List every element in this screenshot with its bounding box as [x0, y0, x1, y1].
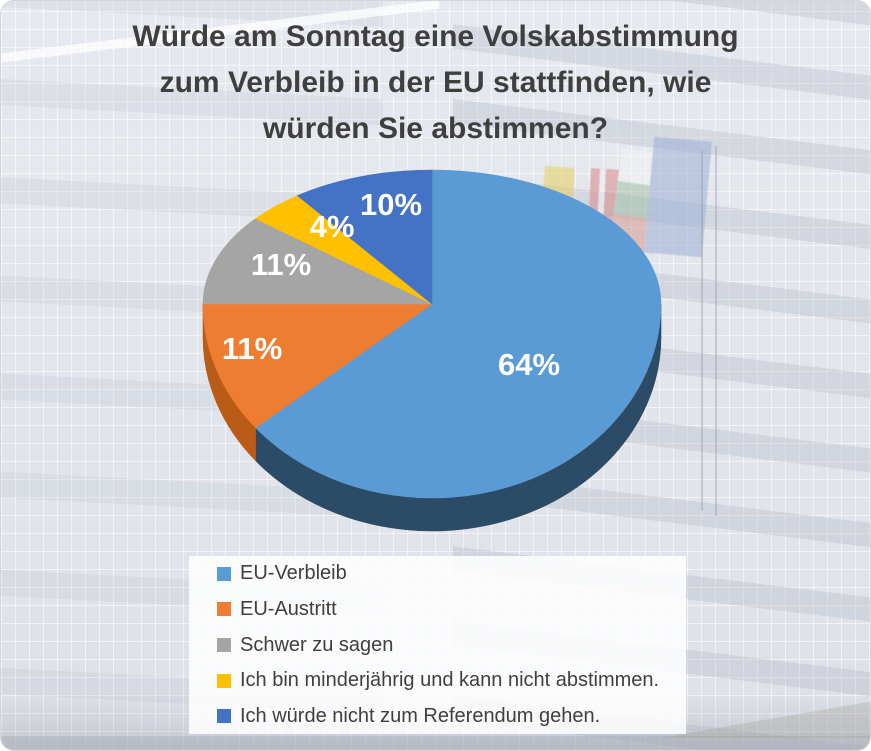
pie-slice-top: [296, 169, 433, 305]
legend-label: Schwer zu sagen: [240, 633, 394, 656]
pie-slice-top: [202, 218, 433, 305]
bulgaria-flag: [608, 148, 668, 254]
legend-label: Ich würde nicht zum Referendum gehen.: [240, 704, 601, 727]
pie-slice-top: [255, 195, 433, 305]
legend-swatch-icon: [217, 638, 231, 652]
pie-slice-top: [202, 303, 433, 429]
legend-item-minderjaehrig: Ich bin minderjährig und kann nicht abst…: [189, 663, 686, 699]
pie-slice-side: [202, 303, 256, 462]
legend-item-schwer-zu-sagen: Schwer zu sagen: [189, 627, 686, 663]
pie-slice-top: [255, 169, 662, 499]
legend-label: Ich bin minderjährig und kann nicht abst…: [240, 669, 660, 692]
pie-data-label: 64%: [497, 347, 561, 382]
pie-data-label: 10%: [359, 187, 423, 222]
flagpole: [701, 151, 703, 511]
chart-title: Würde am Sonntag eine Volskabstimmung zu…: [132, 20, 739, 145]
legend-swatch-icon: [217, 602, 231, 617]
pie-data-label: 4%: [309, 209, 355, 244]
pie-slice-side: [255, 303, 662, 532]
flag-cluster: [533, 136, 723, 359]
legend-label: EU-Verbleib: [240, 562, 347, 585]
legend-swatch-icon: [217, 566, 231, 581]
red-cross-flag: [587, 168, 621, 246]
legend-item-eu-verbleib: EU-Verbleib: [189, 556, 686, 592]
legend-swatch-icon: [217, 709, 231, 724]
legend-item-kein-referendum: Ich würde nicht zum Referendum gehen.: [189, 698, 686, 734]
legend-swatch-icon: [217, 673, 231, 688]
background-bottom-wall: [1, 736, 870, 750]
yellow-flag: [541, 166, 575, 220]
eu-flag: [644, 136, 712, 258]
pie-data-label: 11%: [250, 247, 312, 282]
pie-data-label: 11%: [221, 331, 283, 366]
legend-item-eu-austritt: EU-Austritt: [189, 592, 686, 628]
flagpole: [715, 146, 717, 516]
background-ramp: [660, 701, 870, 738]
legend: EU-Verbleib EU-Austritt Schwer zu sagen …: [189, 556, 686, 734]
legend-label: EU-Austritt: [240, 597, 337, 620]
